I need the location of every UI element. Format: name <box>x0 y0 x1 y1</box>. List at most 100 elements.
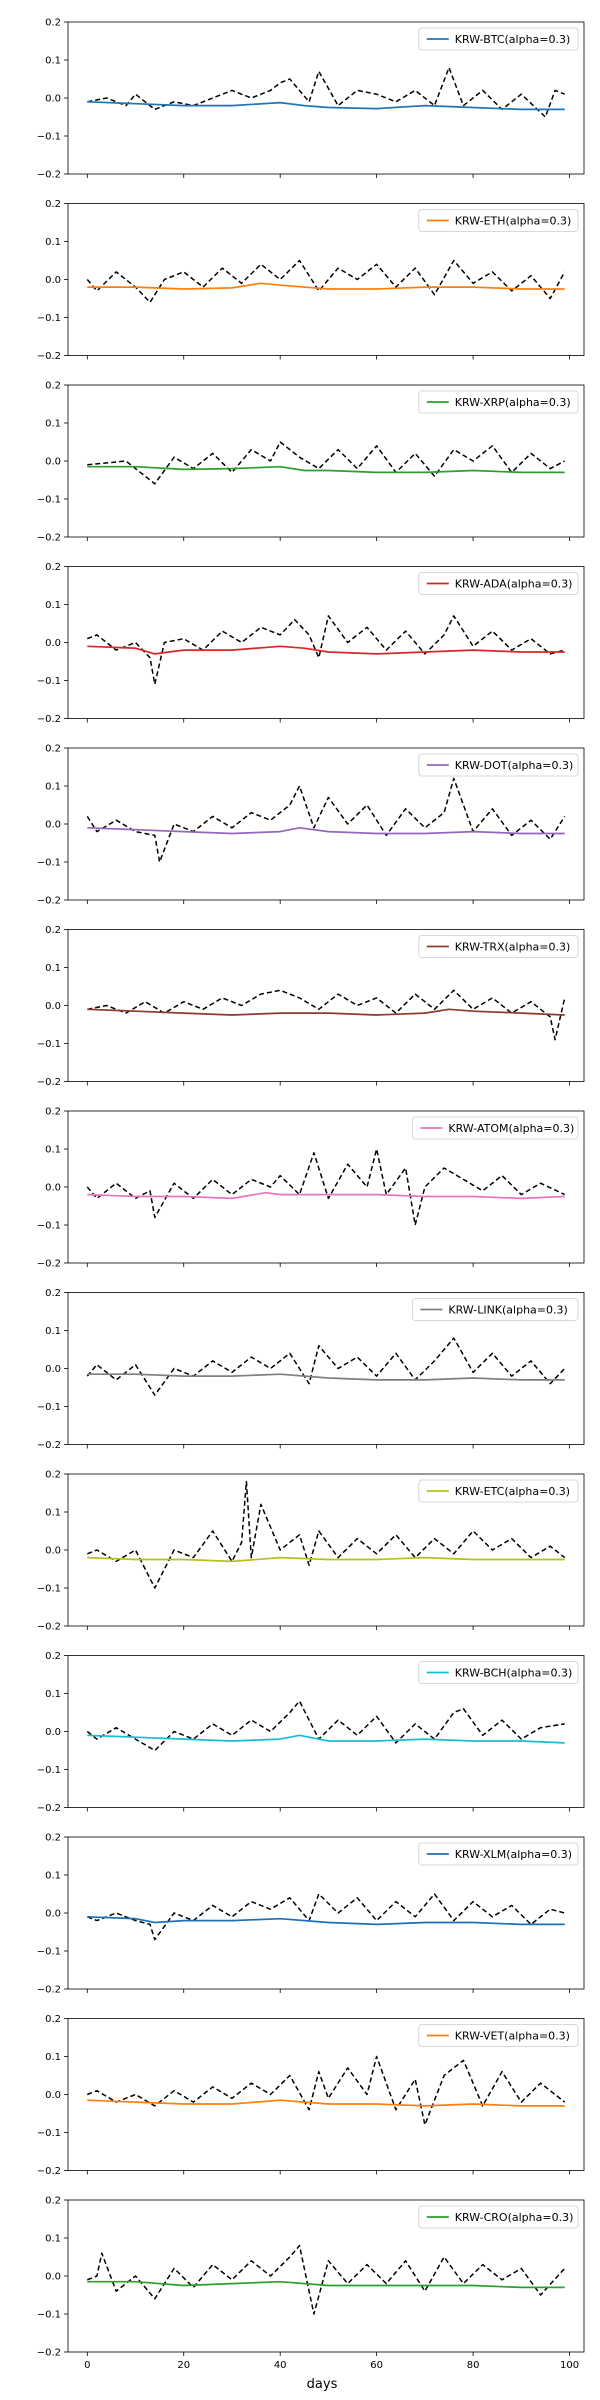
actual-series-line <box>86 777 566 863</box>
y-tick-label: 0.1 <box>45 419 61 430</box>
panel-1: −0.2 −0.1 0.0 0.1 0.2 KRW-BTC(alpha=0.3) <box>37 18 585 181</box>
panel-13: −0.2 −0.1 0.0 0.1 0.2 0 20 40 60 80 100 KRW-CRO(alp… <box>37 2196 585 2371</box>
y-tick-label: 0.2 <box>45 744 61 755</box>
y-tick-label: 0.0 <box>45 1001 61 1012</box>
x-tick-label: 0 <box>84 2360 90 2371</box>
y-tick-label: 0.2 <box>45 1651 61 1662</box>
legend-box <box>418 390 579 414</box>
actual-series-line <box>86 1148 566 1226</box>
y-tick-label: −0.1 <box>37 858 61 869</box>
legend-label: KRW-DOT(alpha=0.3) <box>455 759 573 772</box>
x-tick-label: 80 <box>467 2360 480 2371</box>
y-tick-label: −0.2 <box>37 1259 61 1270</box>
axes-frame <box>67 1110 585 1264</box>
legend-label: KRW-VET(alpha=0.3) <box>455 2030 570 2043</box>
smoothed-series-line <box>87 1556 565 1563</box>
y-tick-label: −0.1 <box>37 676 61 687</box>
smoothed-series-line <box>87 826 565 835</box>
legend-label: KRW-BTC(alpha=0.3) <box>455 33 571 46</box>
axes-frame <box>67 21 585 175</box>
y-tick-label: −0.2 <box>37 1803 61 1814</box>
y-tick-label: 0.1 <box>45 963 61 974</box>
y-tick-label: 0.1 <box>45 600 61 611</box>
axes-frame <box>67 2018 585 2171</box>
y-tick-label: −0.1 <box>37 1947 61 1958</box>
axes-frame <box>67 2199 585 2353</box>
chart-panels: −0.2−0.10.00.10.2KRW-BTC(alpha=0.3)−0.2−… <box>37 18 585 2371</box>
y-tick-label: 0.1 <box>45 1871 61 1882</box>
actual-series-line <box>87 989 566 1041</box>
y-tick-label: 0.2 <box>45 1470 61 1481</box>
y-tick-label: −0.2 <box>37 2166 61 2177</box>
smoothed-series-line <box>87 1734 565 1744</box>
y-tick-label: 0.1 <box>45 56 61 67</box>
panel-6: −0.2 −0.1 0.0 0.1 0.2 KRW-TRX(alpha=0.3) <box>37 925 585 1088</box>
y-tick-label: 0.1 <box>45 2052 61 2063</box>
y-tick-label: −0.2 <box>37 896 61 907</box>
y-tick-label: −0.1 <box>37 1765 61 1776</box>
y-tick-label: 0.2 <box>45 199 61 210</box>
y-tick-label: −0.2 <box>37 714 61 725</box>
y-tick-label: −0.2 <box>37 1985 61 1996</box>
y-tick-label: −0.2 <box>37 1077 61 1088</box>
smoothed-series-line <box>87 2280 565 2289</box>
panel-3: −0.2 −0.1 0.0 0.1 0.2 KRW-XRP(alpha=0.3) <box>37 381 585 544</box>
y-tick-label: 0.0 <box>45 2272 61 2283</box>
legend-box <box>418 1479 579 1503</box>
legend-label: KRW-TRX(alpha=0.3) <box>455 941 570 954</box>
y-tick-label: −0.2 <box>37 351 61 362</box>
y-tick-label: 0.2 <box>45 562 61 573</box>
y-tick-label: −0.2 <box>37 2348 61 2359</box>
legend-label: KRW-ADA(alpha=0.3) <box>455 578 573 591</box>
y-tick-label: 0.1 <box>45 2234 61 2245</box>
smoothed-series-line <box>87 1915 565 1926</box>
y-tick-label: 0.1 <box>45 237 61 248</box>
y-tick-label: 0.2 <box>45 1833 61 1844</box>
y-tick-label: 0.0 <box>45 457 61 468</box>
legend-box <box>418 753 579 777</box>
y-tick-label: −0.1 <box>37 2310 61 2321</box>
y-tick-label: 0.2 <box>45 18 61 29</box>
legend-box <box>418 1842 579 1866</box>
y-tick-label: 0.0 <box>45 2090 61 2101</box>
y-tick-label: −0.1 <box>37 2128 61 2139</box>
y-tick-label: −0.2 <box>37 533 61 544</box>
y-tick-label: 0.1 <box>45 1326 61 1337</box>
smoothed-series-line <box>87 1373 565 1381</box>
axes-frame <box>67 203 585 356</box>
actual-series-line <box>86 1337 566 1396</box>
y-tick-label: 0.0 <box>45 820 61 831</box>
legend-label: KRW-ATOM(alpha=0.3) <box>448 1122 574 1135</box>
axes-frame <box>67 1655 585 1808</box>
y-tick-label: 0.0 <box>45 1909 61 1920</box>
actual-series-line <box>86 259 566 304</box>
legend-box <box>418 572 579 595</box>
axes-frame <box>67 566 585 719</box>
y-tick-label: 0.1 <box>45 1145 61 1156</box>
y-tick-label: 0.0 <box>45 1183 61 1194</box>
legend-box <box>418 2205 579 2229</box>
smoothed-series-line <box>87 282 565 290</box>
axes-frame <box>67 1836 585 1990</box>
actual-series-line <box>87 615 565 686</box>
y-tick-label: −0.1 <box>37 1402 61 1413</box>
panel-5: −0.2 −0.1 0.0 0.1 0.2 KRW-DOT(alpha=0.3) <box>37 744 585 907</box>
panel-11: −0.2 −0.1 0.0 0.1 0.2 KRW-XLM(alpha=0.3) <box>37 1833 585 1996</box>
legend-box <box>418 209 579 232</box>
legend-label: KRW-ETH(alpha=0.3) <box>455 215 572 228</box>
smoothed-series-line <box>87 1191 565 1200</box>
x-tick-label: 40 <box>274 2360 287 2371</box>
y-tick-label: 0.0 <box>45 1364 61 1375</box>
actual-series-line <box>87 1893 565 1941</box>
legend-box <box>418 935 579 958</box>
y-tick-label: 0.2 <box>45 381 61 392</box>
y-tick-label: 0.0 <box>45 638 61 649</box>
y-tick-label: −0.1 <box>37 132 61 143</box>
y-tick-label: 0.2 <box>45 2014 61 2025</box>
y-tick-label: −0.1 <box>37 495 61 506</box>
axes-frame <box>67 747 585 901</box>
actual-series-line <box>87 1480 566 1589</box>
panel-4: −0.2 −0.1 0.0 0.1 0.2 KRW-ADA(alpha=0.3) <box>37 562 585 725</box>
smoothed-series-line <box>87 100 565 111</box>
